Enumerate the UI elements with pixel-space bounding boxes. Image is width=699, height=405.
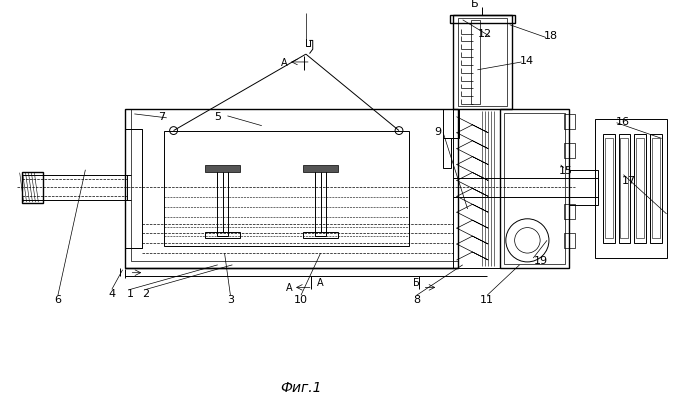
Bar [652,139,660,239]
Text: A: A [281,58,287,68]
Bar [619,134,630,244]
Bar [603,134,614,244]
Text: A: A [317,277,324,287]
Bar [650,134,662,244]
Bar [504,114,565,264]
Bar [217,171,229,237]
Text: 1: 1 [127,288,134,298]
Bar [568,171,598,206]
Text: 18: 18 [544,30,558,40]
Bar [124,129,142,249]
Bar [453,16,512,110]
Text: 7: 7 [158,112,166,122]
Bar [636,139,644,239]
Text: Фиг.1: Фиг.1 [280,380,322,394]
Text: Б: Б [413,277,420,287]
Bar [205,232,240,239]
Text: 10: 10 [294,294,308,305]
Text: 2: 2 [143,288,150,298]
Text: 8: 8 [413,294,420,305]
Bar [164,131,409,247]
Text: 11: 11 [480,294,494,305]
Bar [563,205,575,219]
Bar [563,144,575,159]
Bar [303,232,338,239]
Text: 17: 17 [622,175,636,185]
Bar [131,110,458,261]
Text: 5: 5 [214,112,221,122]
Bar [634,134,646,244]
Bar [124,110,458,268]
Bar [563,234,575,249]
Bar [205,166,240,172]
Bar [450,16,514,24]
Bar [315,171,326,237]
Text: Б: Б [470,0,478,9]
Text: A: A [286,283,293,293]
Bar [443,110,459,139]
Text: 15: 15 [559,165,572,175]
Bar [500,110,568,268]
Bar [22,172,43,204]
Bar [595,119,667,258]
Bar [470,21,480,105]
Bar [563,115,575,129]
Text: 16: 16 [615,117,630,126]
Text: 4: 4 [108,288,115,298]
Bar [453,110,500,268]
Bar [605,139,612,239]
Text: 9: 9 [435,126,442,136]
Bar [621,139,628,239]
Bar [443,139,451,168]
Bar [458,19,507,107]
Text: 6: 6 [55,294,62,305]
Text: 19: 19 [534,255,548,265]
Text: 14: 14 [519,56,533,66]
Bar [22,175,127,200]
Text: 12: 12 [478,28,492,38]
Text: 3: 3 [227,294,234,305]
Bar [303,166,338,172]
